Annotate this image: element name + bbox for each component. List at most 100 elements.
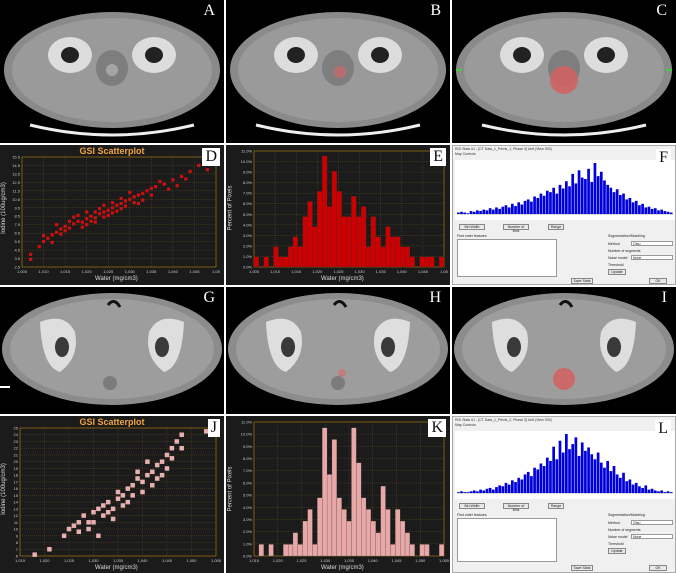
ct-panel-g: G (0, 287, 224, 414)
blue-histogram-f-bar (463, 212, 467, 214)
scatter-d-point (132, 195, 136, 199)
blue-histogram-f-bar (603, 180, 606, 214)
scatter-d-point (102, 210, 106, 214)
scatter-d-plot-frame (21, 156, 217, 268)
range-button-l[interactable]: Range (548, 503, 564, 509)
scatter-j-point (120, 503, 126, 508)
update-button-l[interactable]: Update (608, 548, 626, 554)
noise-select-l[interactable]: None (631, 534, 673, 539)
bin-width-button-f[interactable]: Bin Width (459, 224, 485, 230)
histogram-ylabel-e: Percent of Pixels (227, 185, 234, 231)
blue-histogram-l-bar (619, 477, 622, 493)
range-button-f[interactable]: Range (548, 224, 564, 230)
histogram-e-bar (331, 171, 337, 268)
blue-histogram-l-bar (472, 490, 476, 493)
scatter-j-point (154, 476, 160, 481)
scatter-d-xtick-label: 1,025 (103, 269, 114, 274)
scatter-j-ytick-label: 17 (14, 479, 19, 484)
scatter-d-point (205, 168, 209, 172)
ok-button-f[interactable]: OK (649, 278, 667, 284)
blue-histogram-l-bar (603, 467, 606, 493)
panel-letter-a: A (203, 2, 215, 19)
blue-histogram-f-bar (612, 192, 616, 214)
method-select-f[interactable]: Otsu (631, 241, 673, 246)
scatter-d-point (29, 257, 33, 261)
histogram-e-bar (341, 216, 347, 268)
histogram-k-ytick-label: 8.0% (243, 456, 253, 461)
blue-histogram-f-bar (517, 202, 521, 214)
panel-letter-j: J (207, 419, 220, 437)
scatter-d-point (141, 198, 145, 202)
scatter-d-point (41, 234, 46, 238)
bin-width-button-l[interactable]: Bin Width (459, 503, 485, 509)
scatter-d-point (141, 191, 145, 195)
scatter-j-point (154, 462, 160, 468)
save-stats-button-f[interactable]: Save Stats (571, 278, 593, 284)
blue-histogram-l-bar (479, 489, 482, 493)
blue-histogram-f-bar (457, 212, 460, 214)
save-stats-button-l[interactable]: Save Stats (571, 565, 593, 571)
scatter-j-xtick-label: 1,030 (88, 558, 99, 563)
blue-histogram-f-bar (631, 202, 635, 214)
scatter-d-ytick-label: 5.5 (14, 239, 20, 244)
histogram-e-bar (365, 246, 372, 268)
update-button-f[interactable]: Update (608, 269, 626, 275)
histogram-k-bar (356, 462, 362, 557)
histogram-k-ytick-label: 2.0% (243, 529, 253, 534)
blue-histogram-l-bar (565, 434, 568, 493)
scatter-j-point (101, 503, 106, 508)
histogram-k-bar (375, 532, 381, 557)
histogram-e-bar (419, 256, 425, 268)
scatter-j-ytick-label: 22 (14, 446, 19, 451)
blue-histogram-l-bar (638, 486, 641, 493)
blue-histogram-f-bar (593, 163, 597, 214)
scatter-title-j: GSI Scatterplot (79, 417, 145, 427)
scatter-xlabel-j: Water (mg/cm3) (95, 565, 138, 571)
histogram-k-bar (317, 497, 323, 557)
scatter-d-point (46, 236, 50, 240)
scatter-j-point (159, 459, 165, 464)
blue-histogram-f-bar (609, 187, 613, 214)
scatter-j-point (115, 489, 121, 495)
scatter-plot-d: 2.5 3.5 4.5 5.5 6.5 7.5 8.5 9.5 10.5 11.5 12.5 13.5… (12, 155, 220, 275)
histogram-k-ytick-label: 7.0% (243, 468, 253, 473)
window-title-f: ROI Stats #1 - [CT Data_1_Pelvis_1, Phas… (455, 147, 552, 151)
number-of-bins-button-f[interactable]: Number of Bins (503, 224, 529, 233)
histogram-k-bar (404, 532, 410, 557)
blue-histogram-l-bar (523, 474, 527, 493)
blue-histogram-f-bar (495, 207, 498, 214)
histogram-e-bar (361, 206, 367, 268)
histogram-e-ytick-label: 10.0% (241, 159, 253, 164)
blue-histogram-f-bar (634, 200, 638, 214)
blue-histogram-f-bar (619, 195, 622, 214)
ok-button-l[interactable]: OK (649, 565, 667, 571)
panel-letter-f: F (656, 149, 671, 167)
number-of-bins-button-l[interactable]: Number of Bins (503, 503, 529, 512)
histogram-k-xtick-label: 1,015 (249, 558, 260, 563)
scatter-d-point (85, 223, 89, 227)
scatter-j-point (96, 533, 101, 539)
scatter-j-point (115, 496, 121, 501)
scatter-j-xtick-label: 1,025 (64, 558, 75, 563)
blue-histogram-f-bar (584, 179, 587, 214)
scatter-d-xtick-label: 1,035 (146, 269, 157, 274)
scatter-d-point (175, 184, 179, 188)
histogram-e-xtick-label: 1,040 (397, 269, 408, 274)
panel-letter-c: C (656, 2, 667, 19)
scatter-d-xtick-label: 1,040 (168, 269, 179, 274)
method-select-l[interactable]: Otsu (631, 520, 673, 525)
scatter-j-point (203, 429, 209, 434)
scatter-title-d: GSI Scatterplot (79, 146, 145, 156)
blue-histogram-f-bar (526, 199, 530, 214)
noise-select-f[interactable]: None (631, 255, 673, 260)
histogram-e-xtick-label: 1,025 (333, 269, 344, 274)
blue-histogram-l-bar (555, 459, 559, 493)
scatter-d-point (67, 226, 72, 230)
histogram-ylabel-k: Percent of Pixels (227, 466, 234, 512)
blue-histogram-f-bar (558, 184, 562, 214)
histogram-panel-e: 0.0% 1.0% 2.0% 3.0% 4.0% 5.0% 6.0% 7.0% 8.0% 9.0%… (226, 145, 450, 285)
blue-histogram-l-bar (549, 460, 552, 493)
scatter-j-ytick-label: 15 (14, 493, 19, 498)
stats-table-f (457, 239, 557, 277)
segmentation-label-l: Segmentation/Modeling (608, 513, 645, 517)
